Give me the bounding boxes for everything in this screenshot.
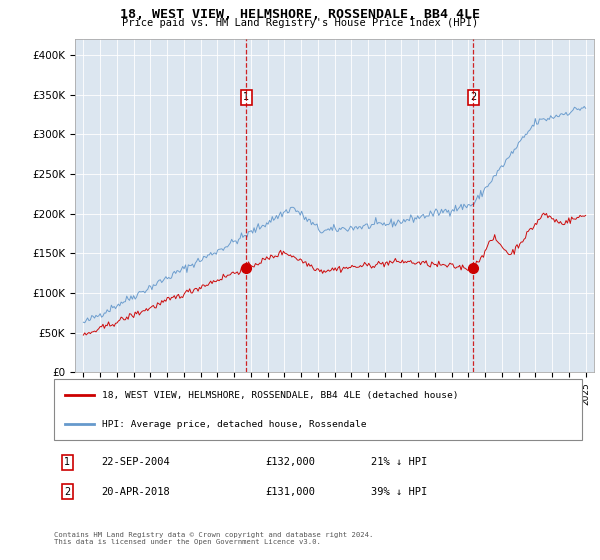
Text: Contains HM Land Registry data © Crown copyright and database right 2024.
This d: Contains HM Land Registry data © Crown c… xyxy=(54,532,373,545)
Text: £131,000: £131,000 xyxy=(265,487,315,497)
Text: £132,000: £132,000 xyxy=(265,458,315,468)
Text: 39% ↓ HPI: 39% ↓ HPI xyxy=(371,487,427,497)
Text: 2: 2 xyxy=(64,487,70,497)
Text: 21% ↓ HPI: 21% ↓ HPI xyxy=(371,458,427,468)
Text: HPI: Average price, detached house, Rossendale: HPI: Average price, detached house, Ross… xyxy=(101,420,366,429)
Text: 22-SEP-2004: 22-SEP-2004 xyxy=(101,458,170,468)
Text: 18, WEST VIEW, HELMSHORE, ROSSENDALE, BB4 4LE (detached house): 18, WEST VIEW, HELMSHORE, ROSSENDALE, BB… xyxy=(101,391,458,400)
Text: 18, WEST VIEW, HELMSHORE, ROSSENDALE, BB4 4LE: 18, WEST VIEW, HELMSHORE, ROSSENDALE, BB… xyxy=(120,8,480,21)
Text: 2: 2 xyxy=(470,92,476,102)
Text: Price paid vs. HM Land Registry's House Price Index (HPI): Price paid vs. HM Land Registry's House … xyxy=(122,18,478,29)
Text: 20-APR-2018: 20-APR-2018 xyxy=(101,487,170,497)
Text: 1: 1 xyxy=(243,92,250,102)
Text: 1: 1 xyxy=(64,458,70,468)
